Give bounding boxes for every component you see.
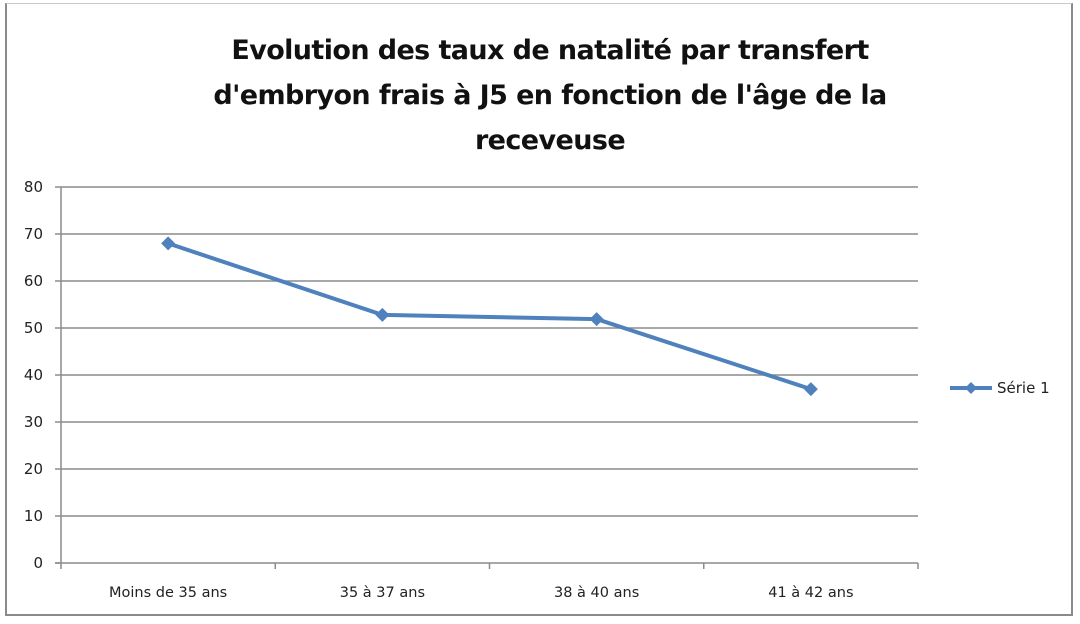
data-point-diamond-icon xyxy=(589,312,604,327)
chart-title-line-1: Evolution des taux de natalité par trans… xyxy=(231,35,869,66)
data-point-diamond-icon xyxy=(803,382,818,397)
x-category-label: 38 à 40 ans xyxy=(554,585,639,601)
axes xyxy=(55,187,919,569)
series-line xyxy=(161,236,818,397)
x-category-label: 35 à 37 ans xyxy=(340,585,425,601)
x-axis-labels: Moins de 35 ans 35 à 37 ans 38 à 40 ans 41 … xyxy=(109,585,853,601)
legend: Série 1 xyxy=(950,378,1050,398)
y-tick-label: 10 xyxy=(24,507,43,525)
data-point-diamond-icon xyxy=(161,236,176,251)
chart-title: Evolution des taux de natalité par trans… xyxy=(150,28,950,163)
y-tick-label: 20 xyxy=(24,460,43,478)
y-axis-ticks: 0 10 20 30 40 50 60 70 80 xyxy=(24,178,61,572)
y-tick-label: 50 xyxy=(24,319,43,337)
gridlines xyxy=(61,186,918,517)
x-category-label: 41 à 42 ans xyxy=(768,585,853,601)
y-tick-label: 30 xyxy=(24,413,43,431)
x-category-label: Moins de 35 ans xyxy=(109,585,227,601)
y-tick-label: 70 xyxy=(24,225,43,243)
chart-title-line-3: receveuse xyxy=(474,125,626,156)
chart-title-line-2: d'embryon frais à J5 en fonction de l'âg… xyxy=(213,80,887,111)
data-point-diamond-icon xyxy=(375,307,390,322)
chart-frame xyxy=(5,3,1073,616)
y-tick-label: 0 xyxy=(33,554,43,572)
y-tick-label: 60 xyxy=(24,272,43,290)
legend-label: Série 1 xyxy=(997,379,1050,397)
legend-series-marker-icon xyxy=(950,382,992,394)
y-tick-label: 40 xyxy=(24,366,43,384)
series-path xyxy=(167,241,812,392)
y-tick-label: 80 xyxy=(24,178,43,196)
